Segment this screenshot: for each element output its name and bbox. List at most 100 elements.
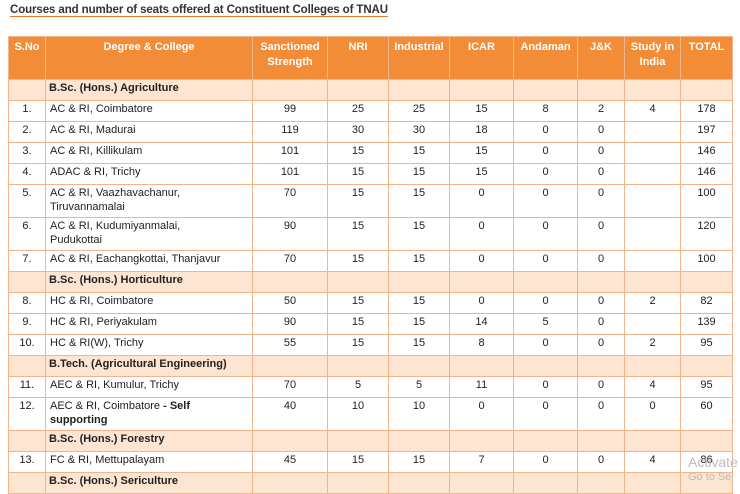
cell-andaman: 0 xyxy=(513,397,578,431)
section-empty-cell xyxy=(449,472,514,494)
college-name: FC & RI, Mettupalayam xyxy=(50,454,165,466)
cell-icar: 18 xyxy=(449,121,514,143)
cell-college: AC & RI, Vaazhavachanur, Tiruvannamalai xyxy=(45,184,253,218)
cell-sno: 7. xyxy=(8,250,46,272)
table-row: 5. AC & RI, Vaazhavachanur, Tiruvannamalai… xyxy=(8,184,733,218)
section-empty-cell xyxy=(624,79,681,101)
cell-nri: 15 xyxy=(327,451,389,473)
section-empty-cell xyxy=(680,472,733,494)
section-empty-cell xyxy=(577,472,625,494)
cell-jk: 0 xyxy=(577,292,625,314)
section-empty-cell xyxy=(577,271,625,293)
cell-jk: 0 xyxy=(577,334,625,356)
cell-sno: 6. xyxy=(8,217,46,251)
cell-icar: 0 xyxy=(449,397,514,431)
cell-sanctioned: 40 xyxy=(252,397,328,431)
cell-industrial: 25 xyxy=(388,100,450,122)
cell-college: HC & RI(W), Trichy xyxy=(45,334,253,356)
section-empty-cell xyxy=(252,472,328,494)
header-row: S.No Degree & College Sanctioned Strengt… xyxy=(8,36,733,80)
watermark-line2: Go to Se xyxy=(688,471,732,483)
section-empty-cell xyxy=(388,271,450,293)
section-empty-cell xyxy=(513,430,578,452)
cell-jk: 0 xyxy=(577,250,625,272)
cell-total: 146 xyxy=(680,142,733,164)
cell-college: AC & RI, Eachangkottai, Thanjavur xyxy=(45,250,253,272)
cell-total: 100 xyxy=(680,250,733,272)
cell-sanctioned: 90 xyxy=(252,313,328,335)
section-sno-cell xyxy=(8,355,46,377)
cell-nri: 15 xyxy=(327,334,389,356)
cell-industrial: 15 xyxy=(388,184,450,218)
cell-jk: 2 xyxy=(577,100,625,122)
cell-nri: 15 xyxy=(327,184,389,218)
cell-study-in-india: 4 xyxy=(624,100,681,122)
cell-sanctioned: 101 xyxy=(252,142,328,164)
cell-study-in-india xyxy=(624,250,681,272)
cell-college: AEC & RI, Kumulur, Trichy xyxy=(45,376,253,398)
cell-icar: 7 xyxy=(449,451,514,473)
cell-industrial: 5 xyxy=(388,376,450,398)
section-empty-cell xyxy=(624,355,681,377)
cell-college: HC & RI, Coimbatore xyxy=(45,292,253,314)
cell-icar: 15 xyxy=(449,142,514,164)
section-empty-cell xyxy=(577,355,625,377)
cell-study-in-india xyxy=(624,163,681,185)
section-empty-cell xyxy=(624,271,681,293)
section-sno-cell xyxy=(8,472,46,494)
section-empty-cell xyxy=(513,472,578,494)
college-name: AEC & RI, Kumulur, Trichy xyxy=(50,379,179,391)
section-empty-cell xyxy=(624,430,681,452)
section-row: B.Sc. (Hons.) Agriculture xyxy=(8,79,733,101)
cell-jk: 0 xyxy=(577,376,625,398)
cell-andaman: 0 xyxy=(513,163,578,185)
cell-sno: 8. xyxy=(8,292,46,314)
college-name-line2: Tiruvannamalai xyxy=(50,201,125,213)
cell-icar: 11 xyxy=(449,376,514,398)
header-sanctioned-strength: Sanctioned Strength xyxy=(252,36,328,80)
cell-andaman: 5 xyxy=(513,313,578,335)
section-empty-cell xyxy=(252,430,328,452)
cell-total: 60 xyxy=(680,397,733,431)
section-empty-cell xyxy=(680,355,733,377)
section-empty-cell xyxy=(680,79,733,101)
table-row: 13. FC & RI, Mettupalayam 45 15 15 7 0 0 4 86 xyxy=(8,451,733,473)
college-name: HC & RI, Coimbatore xyxy=(50,295,154,307)
section-empty-cell xyxy=(449,79,514,101)
cell-sanctioned: 55 xyxy=(252,334,328,356)
cell-sanctioned: 70 xyxy=(252,376,328,398)
table-row: 9. HC & RI, Periyakulam 90 15 15 14 5 0 139 xyxy=(8,313,733,335)
section-empty-cell xyxy=(449,271,514,293)
cell-industrial: 15 xyxy=(388,334,450,356)
section-row: B.Sc. (Hons.) Sericulture xyxy=(8,472,733,494)
cell-college: HC & RI, Periyakulam xyxy=(45,313,253,335)
table-row: 1. AC & RI, Coimbatore 99 25 25 15 8 2 4 178 xyxy=(8,100,733,122)
college-name: AC & RI, Vaazhavachanur, xyxy=(50,187,181,199)
cell-andaman: 8 xyxy=(513,100,578,122)
cell-andaman: 0 xyxy=(513,217,578,251)
section-sno-cell xyxy=(8,271,46,293)
cell-nri: 30 xyxy=(327,121,389,143)
cell-sanctioned: 50 xyxy=(252,292,328,314)
cell-nri: 25 xyxy=(327,100,389,122)
college-name: AC & RI, Coimbatore xyxy=(50,103,153,115)
section-empty-cell xyxy=(680,430,733,452)
cell-sno: 9. xyxy=(8,313,46,335)
cell-nri: 15 xyxy=(327,163,389,185)
cell-college: ADAC & RI, Trichy xyxy=(45,163,253,185)
cell-icar: 0 xyxy=(449,250,514,272)
college-name: AEC & RI, Coimbatore xyxy=(50,400,161,412)
section-sno-cell xyxy=(8,430,46,452)
table-row: 7. AC & RI, Eachangkottai, Thanjavur 70 15 1… xyxy=(8,250,733,272)
cell-study-in-india xyxy=(624,217,681,251)
cell-total: 120 xyxy=(680,217,733,251)
cell-nri: 15 xyxy=(327,313,389,335)
cell-icar: 14 xyxy=(449,313,514,335)
cell-icar: 0 xyxy=(449,184,514,218)
section-empty-cell xyxy=(252,355,328,377)
cell-total: 146 xyxy=(680,163,733,185)
cell-andaman: 0 xyxy=(513,121,578,143)
cell-nri: 5 xyxy=(327,376,389,398)
cell-nri: 15 xyxy=(327,142,389,164)
cell-study-in-india: 2 xyxy=(624,334,681,356)
